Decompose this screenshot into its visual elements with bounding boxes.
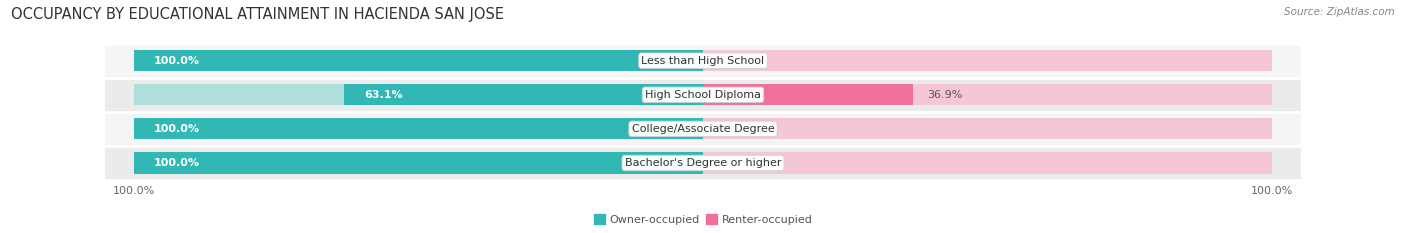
Bar <box>344 84 703 105</box>
Text: 100.0%: 100.0% <box>153 56 200 66</box>
Text: OCCUPANCY BY EDUCATIONAL ATTAINMENT IN HACIENDA SAN JOSE: OCCUPANCY BY EDUCATIONAL ATTAINMENT IN H… <box>11 7 505 22</box>
Bar <box>134 118 703 140</box>
Bar <box>134 50 703 71</box>
Text: 0.0%: 0.0% <box>717 124 745 134</box>
Text: Source: ZipAtlas.com: Source: ZipAtlas.com <box>1284 7 1395 17</box>
Bar <box>134 84 703 105</box>
Bar <box>703 84 1272 105</box>
Text: 63.1%: 63.1% <box>364 90 402 100</box>
Bar <box>134 152 703 174</box>
Text: 100.0%: 100.0% <box>153 124 200 134</box>
Bar <box>134 118 703 140</box>
Text: High School Diploma: High School Diploma <box>645 90 761 100</box>
Bar <box>134 152 703 174</box>
Text: Less than High School: Less than High School <box>641 56 765 66</box>
Text: 0.0%: 0.0% <box>717 56 745 66</box>
Bar <box>105 44 1301 78</box>
Bar <box>105 112 1301 146</box>
Text: Bachelor's Degree or higher: Bachelor's Degree or higher <box>624 158 782 168</box>
Bar <box>703 50 1272 71</box>
Text: 0.0%: 0.0% <box>717 158 745 168</box>
Text: 100.0%: 100.0% <box>153 158 200 168</box>
Bar <box>703 152 1272 174</box>
Bar <box>134 50 703 71</box>
Text: College/Associate Degree: College/Associate Degree <box>631 124 775 134</box>
Legend: Owner-occupied, Renter-occupied: Owner-occupied, Renter-occupied <box>589 210 817 229</box>
Bar <box>703 84 912 105</box>
Text: 36.9%: 36.9% <box>927 90 963 100</box>
Bar <box>105 146 1301 180</box>
Bar <box>105 78 1301 112</box>
Bar <box>703 118 1272 140</box>
